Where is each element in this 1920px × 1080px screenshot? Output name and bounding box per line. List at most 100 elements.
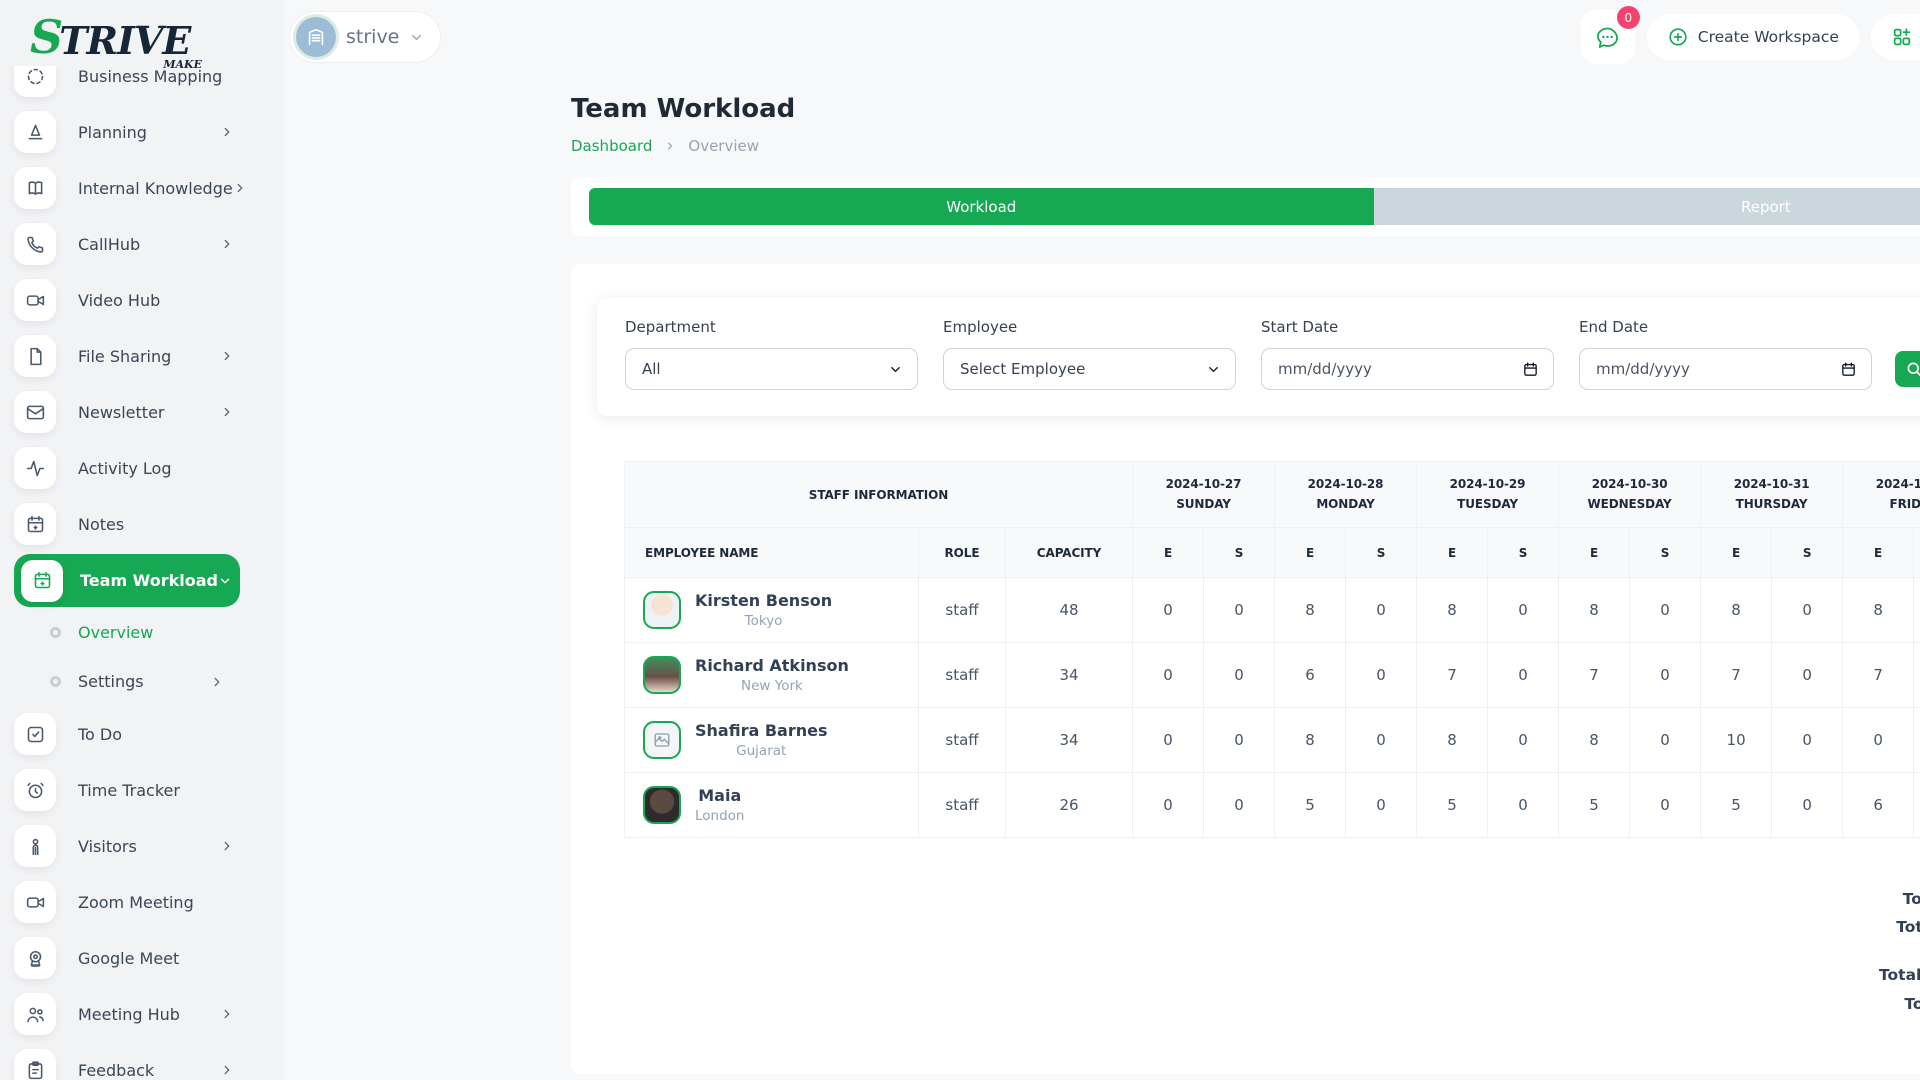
chevron-right-icon (220, 839, 234, 853)
estimated-cell: 8 (1842, 577, 1915, 643)
capacity-cell: 34 (1004, 707, 1134, 773)
tab-bar: Workload Report (589, 188, 1920, 225)
totals-summary: Total Capacity:142 Total Estimated Time:1… (624, 890, 1920, 1033)
workload-table-wrap: STAFF INFORMATION 2024-10-27 SUNDAY 2024-1… (623, 461, 1920, 838)
sidebar-item-file-sharing[interactable]: File Sharing (14, 328, 240, 384)
end-date-input[interactable]: mm/dd/yyyy (1579, 348, 1872, 390)
donut-icon (50, 627, 61, 638)
tab-report[interactable]: Report (1373, 188, 1920, 225)
workspace-avatar-building-icon (296, 17, 336, 57)
sidebar-item-notes[interactable]: Notes (14, 496, 240, 552)
search-icon (1905, 360, 1920, 378)
business-mapping-icon (14, 66, 56, 97)
sidebar-item-google-meet[interactable]: Google Meet (14, 930, 240, 986)
estimated-cell: 8 (1416, 707, 1489, 773)
day-column-header: 2024-10-28 MONDAY (1274, 461, 1418, 528)
tab-workload[interactable]: Workload (589, 188, 1374, 225)
sidebar-item-label: Meeting Hub (78, 1004, 180, 1024)
sidebar-item-activity-log[interactable]: Activity Log (14, 440, 240, 496)
sidebar-item-visitors[interactable]: Visitors (14, 818, 240, 874)
sidebar-item-settings[interactable]: Settings (14, 657, 240, 706)
chat-count-badge: 0 (1616, 6, 1640, 29)
calendar-icon[interactable] (1522, 361, 1539, 378)
sidebar-nav: Business Mapping Planning Internal Knowled… (0, 66, 284, 1080)
estimated-cell: 0 (1842, 707, 1915, 773)
employee-location: Tokyo (744, 613, 783, 630)
estimated-cell: 8 (1700, 577, 1773, 643)
estimated-cell: 0 (1132, 707, 1205, 773)
start-date-input[interactable]: mm/dd/yyyy (1261, 348, 1554, 390)
spent-cell: 0 (1487, 772, 1560, 838)
sidebar-item-label: CallHub (78, 234, 141, 254)
sidebar-item-internal-knowledge[interactable]: Internal Knowledge (14, 160, 243, 216)
spent-cell: 0 (1203, 707, 1276, 773)
avatar (643, 786, 681, 824)
video-camera-icon (14, 279, 56, 321)
employee-location: Gujarat (736, 743, 787, 760)
sidebar-item-to-do[interactable]: To Do (14, 706, 240, 762)
total-label: Total Spent Time: (1879, 966, 1920, 985)
calendar-icon (21, 559, 63, 602)
book-icon (14, 167, 56, 209)
chevron-right-icon (664, 140, 676, 152)
sidebar-item-callhub[interactable]: CallHub (14, 216, 240, 272)
total-label: Total Available Capacity: (1904, 994, 1920, 1013)
spent-cell: 0 (1487, 642, 1560, 708)
workspace-menu[interactable]: strive (1870, 14, 1920, 60)
total-label: Total Capacity: (1902, 890, 1920, 908)
chevron-right-icon (220, 349, 234, 363)
calendar-icon[interactable] (1840, 361, 1857, 378)
end-date-placeholder: mm/dd/yyyy (1596, 360, 1690, 378)
webcam-icon (14, 937, 56, 979)
chat-button[interactable]: 0 (1580, 6, 1640, 64)
spent-cell: 0 (1487, 577, 1560, 643)
breadcrumb-dashboard-link[interactable]: Dashboard (571, 137, 653, 155)
topbar: strive 0 Create Workspace (284, 0, 1920, 66)
sidebar-item-newsletter[interactable]: Newsletter (14, 384, 240, 440)
chevron-right-icon (233, 181, 247, 195)
estimated-cell: 7 (1700, 642, 1773, 708)
workspace-switcher[interactable]: strive (289, 11, 442, 63)
sidebar-item-label: Internal Knowledge (78, 178, 233, 198)
sidebar-item-business-mapping[interactable]: Business Mapping (14, 66, 240, 104)
total-row-total-spent-time: Total Spent Time:0.00 (1852, 966, 1920, 985)
sidebar-item-label: Team Workload (80, 571, 219, 590)
total-row-total-estimated-time: Total Estimated Time:142 (1852, 918, 1920, 957)
sidebar-item-label: Feedback (78, 1060, 155, 1080)
capacity-column-header: CAPACITY (1004, 527, 1134, 578)
sidebar-item-meeting-hub[interactable]: Meeting Hub (14, 986, 240, 1042)
estimated-cell: 5 (1558, 772, 1631, 838)
sidebar-item-team-workload[interactable]: Team Workload (14, 554, 240, 607)
envelope-icon (14, 391, 56, 433)
search-button[interactable] (1895, 351, 1920, 387)
department-select[interactable]: All (625, 348, 918, 390)
estimated-cell: 5 (1274, 772, 1347, 838)
sidebar: S TRIVE MAKE Business Mapping Planning Inte… (0, 0, 284, 1080)
spent-cell: 0 (1345, 772, 1418, 838)
employee-name: Shafira Barnes (695, 720, 828, 740)
estimated-cell: 8 (1274, 707, 1347, 773)
estimated-cell: 8 (1558, 577, 1631, 643)
sidebar-item-overview[interactable]: Overview (14, 608, 240, 657)
estimated-cell: 0 (1132, 642, 1205, 708)
sidebar-item-feedback[interactable]: Feedback (14, 1042, 240, 1080)
sidebar-item-planning[interactable]: Planning (14, 104, 240, 160)
spent-cell: 0 (1345, 707, 1418, 773)
sidebar-item-time-tracker[interactable]: Time Tracker (14, 762, 240, 818)
estimated-cell: 6 (1842, 772, 1915, 838)
workload-panel: Department All Employee Select Employee (571, 264, 1920, 1074)
employee-select[interactable]: Select Employee (943, 348, 1236, 390)
estimated-cell: 7 (1558, 642, 1631, 708)
planning-icon (14, 111, 56, 153)
sidebar-item-video-hub[interactable]: Video Hub (14, 272, 240, 328)
create-workspace-button[interactable]: Create Workspace (1646, 14, 1859, 60)
spent-cell: 0 (1203, 577, 1276, 643)
clipboard-icon (14, 1049, 56, 1080)
activity-icon (14, 447, 56, 489)
phone-icon (14, 223, 56, 265)
sidebar-item-zoom-meeting[interactable]: Zoom Meeting (14, 874, 240, 930)
page-head: Team Workload Dashboard Overview (284, 66, 1920, 155)
filter-actions (1895, 351, 1920, 390)
start-date-label: Start Date (1261, 318, 1339, 336)
breadcrumb: Dashboard Overview (571, 137, 1920, 155)
